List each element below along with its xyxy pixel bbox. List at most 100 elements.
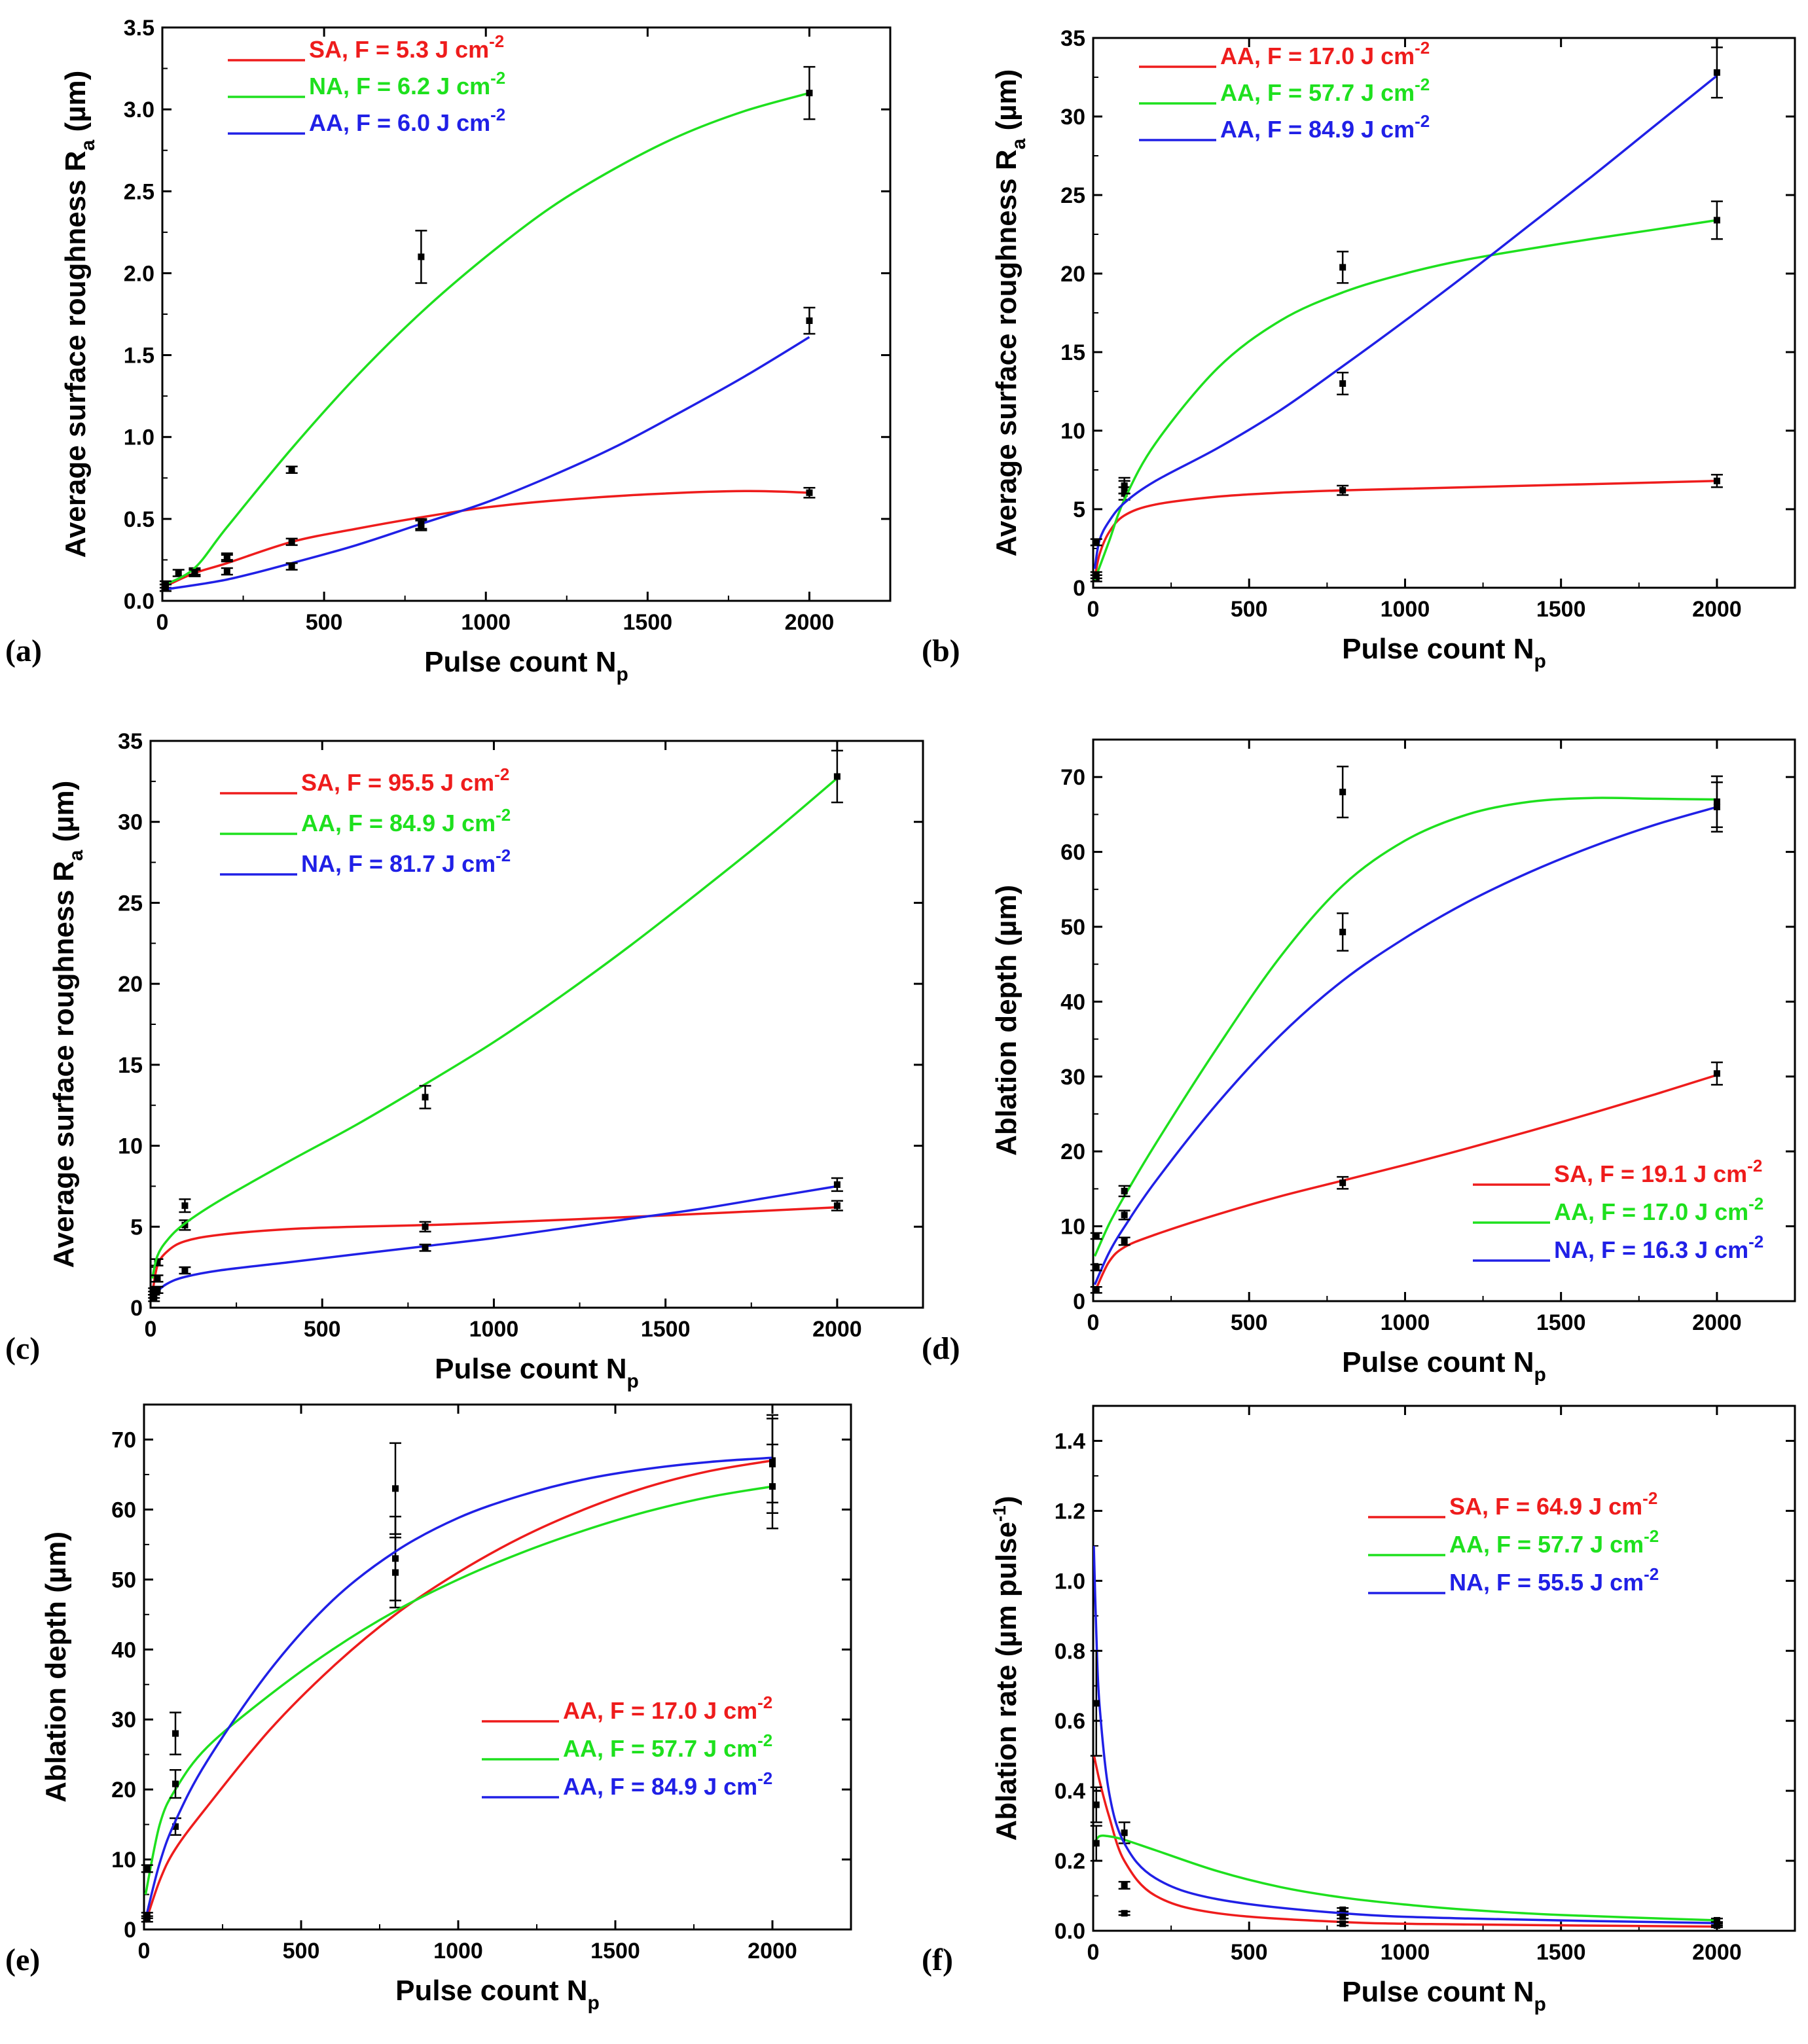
y-tick-label-e: 30 (111, 1708, 136, 1732)
y-tick-label-e: 20 (111, 1778, 136, 1802)
data-point-e-green (172, 1780, 179, 1787)
y-axis-title-subscript-b: a (1008, 138, 1030, 149)
y-tick-label-b: 30 (1060, 105, 1085, 130)
data-point-a-blue (162, 584, 169, 591)
legend-label-c-red: SA, F = 95.5 J cm-2 (301, 764, 509, 796)
data-point-c-blue (833, 1181, 841, 1188)
y-tick-label-d: 40 (1060, 990, 1085, 1014)
data-point-c-green (422, 1094, 429, 1101)
x-axis-title-e: Pulse count Np (395, 1975, 600, 2014)
legend-label-superscript-e: -2 (757, 1768, 772, 1788)
y-axis-title-f: Ablation rate (µm pulse-1) (989, 1496, 1022, 1841)
legend-label-text-a: SA, F = 5.3 J cm (309, 36, 489, 63)
legend-label-text-d: SA, F = 19.1 J cm (1554, 1160, 1747, 1187)
y-tick-label-a: 0.5 (124, 507, 154, 532)
fit-curve-e-blue (144, 1456, 773, 1920)
chart-panel-f: 0 500 1000 1500 2000 0.0 0.2 0.4 0.6 0.8 1.0 1.2 1.4… (922, 1405, 1796, 2015)
panel-label-d: (d) (922, 1331, 960, 1366)
y-axis-title-unit-b: (µm) (990, 69, 1022, 139)
y-tick-label-e: 50 (111, 1568, 136, 1592)
data-point-d-green (1339, 789, 1347, 796)
y-tick-label-c: 5 (130, 1215, 143, 1240)
legend-label-text-f: SA, F = 64.9 J cm (1449, 1493, 1642, 1520)
y-tick-label-b: 10 (1060, 419, 1085, 444)
data-point-a-red (288, 538, 295, 545)
data-point-d-red (1713, 1070, 1720, 1077)
legend-label-e-red: AA, F = 17.0 J cm-2 (563, 1693, 772, 1724)
x-tick-label-b: 1500 (1536, 597, 1586, 622)
x-tick-label-a: 1500 (623, 610, 673, 635)
y-axis-title-subscript-a: a (77, 139, 99, 151)
data-point-c-green (151, 1288, 158, 1295)
y-tick-label-d: 30 (1060, 1065, 1085, 1090)
x-tick-label-d: 1000 (1381, 1310, 1430, 1335)
y-tick-label-f: 0.8 (1055, 1639, 1085, 1664)
data-point-d-blue (1339, 929, 1347, 936)
y-tick-label-f: 0.2 (1055, 1849, 1085, 1874)
legend-label-text-e: AA, F = 84.9 J cm (563, 1773, 757, 1800)
data-point-f-blue (1121, 1910, 1128, 1917)
x-tick-label-e: 1500 (590, 1939, 640, 1963)
fit-curve-a-blue (165, 336, 810, 591)
data-point-c-blue (151, 1295, 158, 1302)
data-point-e-blue (392, 1485, 399, 1492)
y-tick-label-d: 50 (1060, 915, 1085, 940)
legend-label-superscript-f: -2 (1644, 1526, 1659, 1546)
legend-label-superscript-c: -2 (496, 846, 511, 865)
data-point-e-blue (769, 1460, 776, 1467)
fit-curve-a-green (165, 92, 810, 586)
fit-curve-f-blue (1093, 1545, 1717, 1924)
data-point-e-green (392, 1555, 399, 1562)
y-tick-label-e: 60 (111, 1497, 136, 1522)
x-axis-title-text-c: Pulse count N (435, 1353, 626, 1385)
data-point-d-blue (1121, 1211, 1128, 1219)
y-axis-title-subscript-c: a (65, 850, 87, 861)
x-axis-title-text-e: Pulse count N (395, 1975, 587, 2007)
data-point-c-blue (154, 1286, 161, 1293)
data-point-b-green (1339, 264, 1347, 271)
legend-label-text-d: NA, F = 16.3 J cm (1554, 1236, 1748, 1263)
y-tick-label-b: 20 (1060, 262, 1085, 287)
y-tick-label-a: 3.5 (124, 16, 154, 41)
x-tick-label-b: 2000 (1692, 597, 1742, 622)
y-axis-title-d: Ablation depth (µm) (990, 885, 1022, 1156)
legend-label-superscript-a: -2 (489, 31, 504, 51)
data-point-c-green (154, 1275, 161, 1282)
fit-curve-d-green (1093, 797, 1717, 1257)
chart-panel-d: 0 500 1000 1500 2000 0 10 20 30 40 50 60 70 Pulse cou… (922, 738, 1796, 1386)
data-point-a-blue (191, 569, 198, 577)
x-tick-label-e: 1000 (433, 1939, 483, 1963)
legend-label-c-green: AA, F = 84.9 J cm-2 (301, 805, 511, 836)
data-point-a-blue (418, 520, 425, 528)
legend-label-e-green: AA, F = 57.7 J cm-2 (563, 1730, 772, 1762)
y-tick-label-c: 10 (118, 1134, 143, 1159)
x-tick-label-f: 500 (1231, 1940, 1268, 1965)
data-point-b-green (1093, 571, 1100, 579)
x-axis-title-text-f: Pulse count N (1342, 1976, 1534, 2008)
fit-curve-c-green (151, 777, 839, 1279)
legend-label-b-red: AA, F = 17.0 J cm-2 (1220, 38, 1430, 69)
data-point-c-red (833, 1202, 841, 1210)
x-axis-title-subscript-c: p (627, 1371, 639, 1392)
y-tick-label-e: 40 (111, 1638, 136, 1662)
panel-label-f: (f) (922, 1943, 953, 1977)
fit-curve-d-blue (1093, 806, 1718, 1285)
y-tick-label-d: 70 (1060, 765, 1085, 790)
fit-curve-f-green (1093, 1834, 1717, 1922)
y-axis-title-unit-e: (µm) (40, 1532, 72, 1601)
legend-label-superscript-e: -2 (757, 1730, 772, 1750)
x-axis-title-d: Pulse count Np (1342, 1346, 1546, 1386)
data-point-c-red (154, 1259, 161, 1266)
legend-label-text-f: AA, F = 57.7 J cm (1449, 1531, 1644, 1558)
data-point-f-red (1093, 1801, 1100, 1808)
legend-label-superscript-f: -2 (1644, 1564, 1659, 1584)
y-tick-label-c: 15 (118, 1053, 143, 1078)
y-axis-title-text-d: Ablation depth (990, 954, 1022, 1156)
x-axis-title-text-d: Pulse count N (1342, 1346, 1534, 1378)
data-point-c-green (181, 1202, 189, 1210)
data-point-c-blue (422, 1244, 429, 1251)
legend-label-d-blue: NA, F = 16.3 J cm-2 (1554, 1232, 1763, 1263)
y-tick-label-b: 0 (1073, 576, 1085, 601)
chart-panel-c: 0 500 1000 1500 2000 0 5 10 15 20 25 30 35 Pulse coun… (5, 729, 924, 1392)
y-tick-label-a: 3.0 (124, 98, 154, 122)
